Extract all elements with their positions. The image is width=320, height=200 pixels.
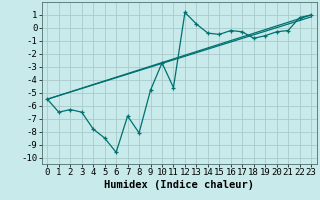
X-axis label: Humidex (Indice chaleur): Humidex (Indice chaleur) (104, 180, 254, 190)
